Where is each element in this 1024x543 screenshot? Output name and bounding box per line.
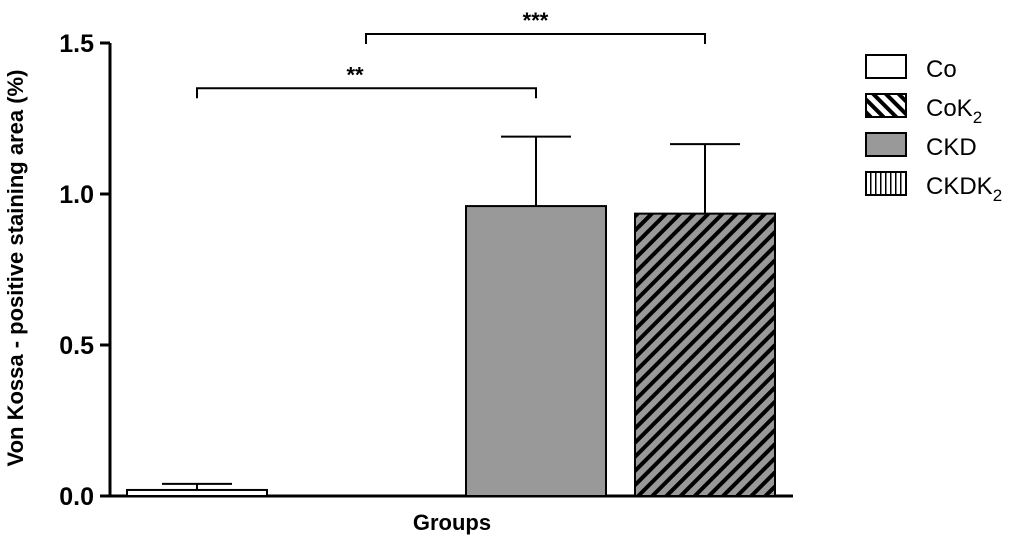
legend-swatch [865, 171, 907, 196]
legend-swatch [865, 54, 907, 79]
legend-label: CKDK2 [926, 173, 1002, 205]
significance-label: ** [346, 62, 364, 87]
x-axis-title: Groups [413, 510, 491, 535]
legend-swatch [865, 93, 907, 118]
legend-label: Co [926, 56, 957, 83]
legend-label: CKD [926, 134, 977, 161]
significance-bracket [365, 32, 706, 44]
y-tick-label: 1.5 [59, 30, 94, 58]
legend-label: CoK2 [926, 95, 982, 127]
y-tick-label: 0.5 [59, 332, 94, 360]
bar [634, 212, 776, 497]
significance-bracket [196, 87, 537, 99]
legend-swatch [865, 132, 907, 157]
bars [126, 135, 776, 498]
y-axis-title: Von Kossa - positive staining area (%) [3, 70, 28, 467]
y-tick-label: 1.0 [59, 181, 94, 209]
bar [465, 205, 607, 498]
legend: Co CoK2 CKD CKDK2 [865, 54, 1002, 205]
y-tick-label: 0.0 [59, 483, 94, 511]
significance-label: *** [523, 8, 549, 33]
significance-brackets: ***** [196, 8, 706, 99]
bar [126, 488, 268, 497]
